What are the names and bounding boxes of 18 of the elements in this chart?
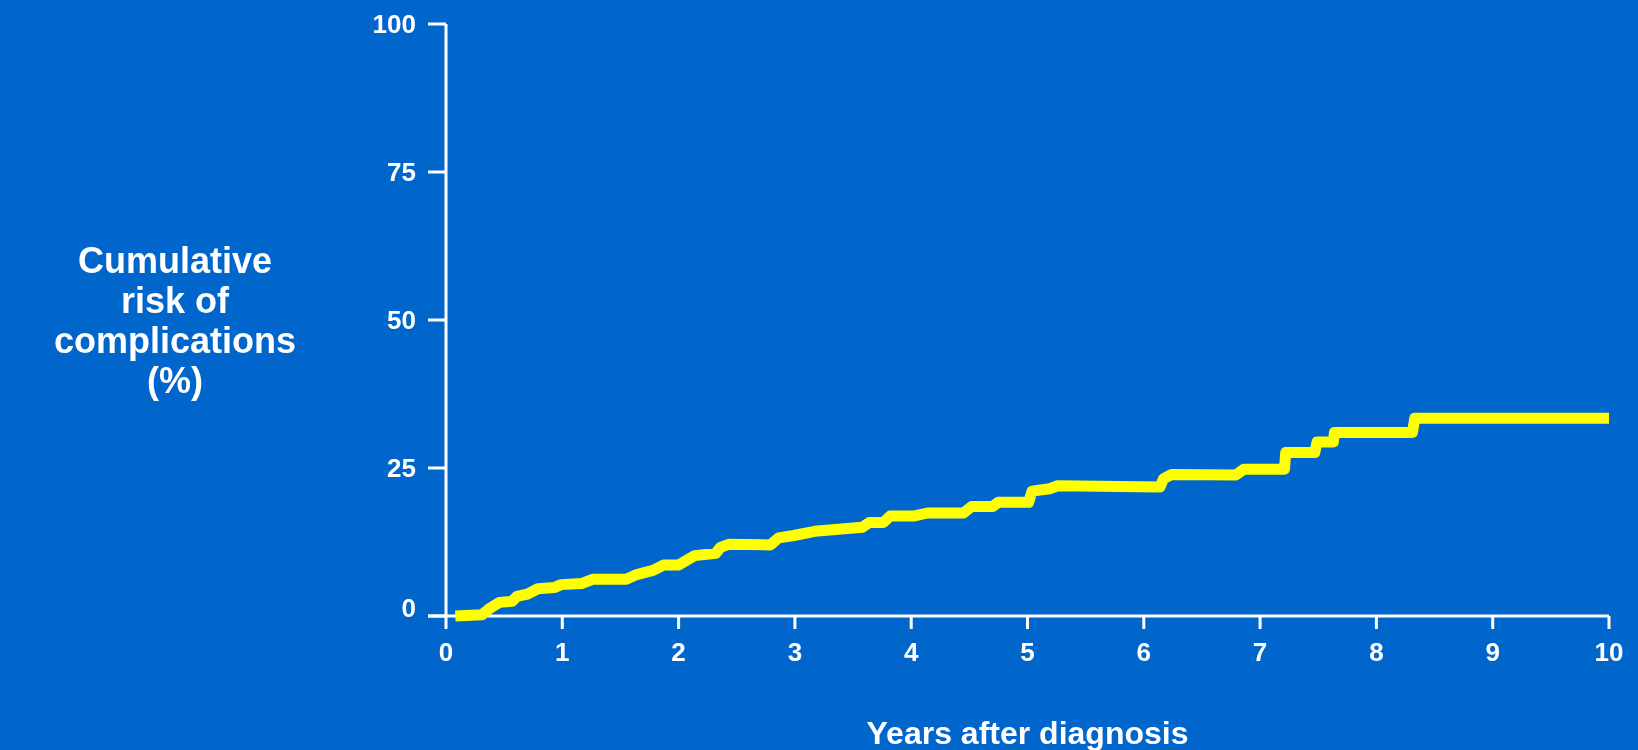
x-tick-label: 7 [1252, 637, 1268, 667]
x-tick-label: 9 [1485, 637, 1500, 667]
y-tick-label: 25 [387, 453, 416, 484]
y-tick-label: 75 [387, 157, 416, 188]
x-tick-label: 8 [1369, 637, 1384, 667]
x-tick-label: 1 [555, 637, 570, 667]
x-tick-label: 5 [1020, 637, 1035, 667]
x-tick-label: 4 [903, 637, 919, 667]
y-tick-label: 0 [401, 593, 416, 624]
x-tick-label: 10 [1594, 637, 1624, 667]
x-axis-title: Years after diagnosis [866, 715, 1189, 750]
y-tick-label: 50 [387, 305, 416, 336]
x-tick-label: 6 [1136, 637, 1152, 667]
y-tick-label: 100 [372, 9, 416, 40]
y-axis-title: Cumulative risk of complications (%) [53, 239, 297, 401]
x-tick-label: 2 [671, 637, 686, 667]
x-tick-label: 0 [438, 637, 454, 667]
x-tick-label: 3 [787, 637, 803, 667]
